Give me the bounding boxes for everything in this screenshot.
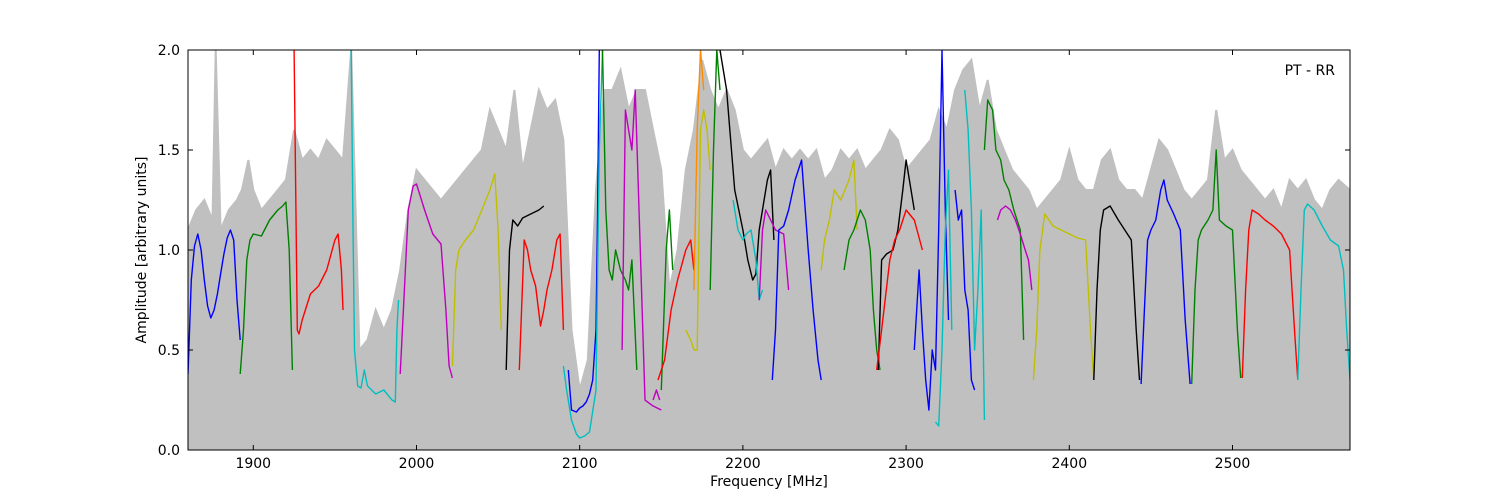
series-line-16 xyxy=(685,109,711,351)
x-tick-label: 2000 xyxy=(399,456,435,472)
series-line-22 xyxy=(771,159,822,381)
series-line-20 xyxy=(732,199,764,301)
envelope-layer xyxy=(188,50,1350,450)
x-tick-label: 2300 xyxy=(888,456,924,472)
series-line-38 xyxy=(1297,203,1350,381)
series-line-4 xyxy=(350,50,400,403)
series-line-28 xyxy=(934,169,953,427)
series-line-8 xyxy=(518,233,565,371)
series-line-23 xyxy=(820,159,858,271)
y-tick-label: 2.0 xyxy=(158,43,180,59)
x-tick-label: 1900 xyxy=(235,456,271,472)
series-line-12 xyxy=(621,89,662,411)
series-line-6 xyxy=(451,173,502,367)
series-line-27 xyxy=(913,50,950,411)
series-line-35 xyxy=(1140,179,1191,385)
x-axis-ticks: 1900 2000 2100 2200 2300 2400 2500 xyxy=(235,50,1250,472)
series-line-1 xyxy=(188,229,241,375)
series-line-32 xyxy=(996,205,1033,291)
series-line-30 xyxy=(964,89,986,421)
y-axis-label: Amplitude [arbitrary units] xyxy=(134,157,150,344)
envelope-area xyxy=(188,50,1350,450)
series-line-29 xyxy=(954,189,976,391)
x-tick-label: 2100 xyxy=(562,456,598,472)
y-tick-label: 1.5 xyxy=(158,143,180,159)
series-line-2 xyxy=(239,201,294,375)
series-line-9 xyxy=(567,50,600,413)
series-line-17 xyxy=(693,50,705,291)
series-line-13 xyxy=(652,389,661,401)
y-tick-label: 1.0 xyxy=(158,243,180,259)
x-tick-label: 2500 xyxy=(1215,456,1251,472)
series-line-19 xyxy=(719,50,775,281)
series-line-3 xyxy=(293,50,344,335)
series-line-26 xyxy=(876,209,924,371)
series-line-33 xyxy=(1032,213,1095,381)
series-line-25 xyxy=(877,159,915,371)
series-line-11 xyxy=(601,50,638,371)
chart-annotation: PT - RR xyxy=(1285,63,1336,79)
series-line-7 xyxy=(505,205,545,371)
x-axis-label: Frequency [MHz] xyxy=(710,474,828,490)
series-line-5 xyxy=(399,183,454,379)
series-layer xyxy=(188,50,1350,439)
series-line-34 xyxy=(1093,205,1141,381)
series-line-18 xyxy=(709,50,721,291)
series-line-10 xyxy=(562,50,604,439)
y-tick-label: 0.0 xyxy=(158,443,180,459)
series-line-15 xyxy=(657,239,695,381)
x-tick-label: 2200 xyxy=(725,456,761,472)
y-axis-ticks: 0.0 0.5 1.0 1.5 2.0 xyxy=(158,43,1350,459)
series-line-14 xyxy=(660,209,674,391)
y-tick-label: 0.5 xyxy=(158,343,180,359)
series-line-31 xyxy=(983,99,1025,341)
series-line-24 xyxy=(843,209,881,371)
series-line-21 xyxy=(758,209,790,301)
series-line-37 xyxy=(1241,209,1299,381)
x-tick-label: 2400 xyxy=(1051,456,1087,472)
series-line-36 xyxy=(1191,149,1242,385)
